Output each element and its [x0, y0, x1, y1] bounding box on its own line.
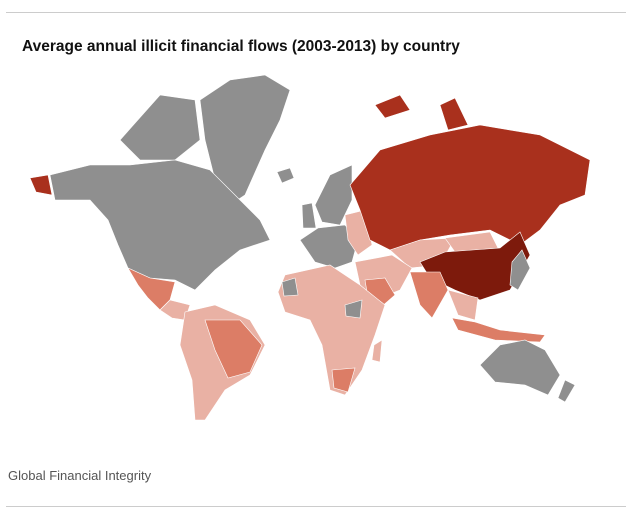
greenland	[199, 74, 291, 206]
north-america	[49, 159, 271, 291]
uk	[301, 202, 317, 229]
top-rule	[6, 12, 626, 13]
scandinavia	[314, 164, 353, 226]
africa-gray	[281, 277, 363, 319]
japan	[509, 249, 531, 291]
russia	[349, 124, 591, 251]
alaska	[29, 174, 53, 196]
southeast-asia	[447, 289, 479, 321]
brazil	[204, 319, 263, 379]
map-title: Average annual illicit financial flows (…	[22, 38, 460, 55]
new-zealand	[557, 379, 576, 403]
iceland	[276, 167, 295, 184]
south-africa	[331, 367, 356, 393]
madagascar	[371, 339, 383, 363]
africa	[277, 264, 386, 396]
india	[409, 271, 449, 319]
indonesia	[451, 317, 546, 343]
arctic-russia	[374, 94, 469, 131]
source: Global Financial Integrity	[8, 468, 152, 483]
bottom-rule	[6, 506, 626, 507]
arctic-islands	[119, 94, 201, 161]
australia	[479, 339, 561, 396]
